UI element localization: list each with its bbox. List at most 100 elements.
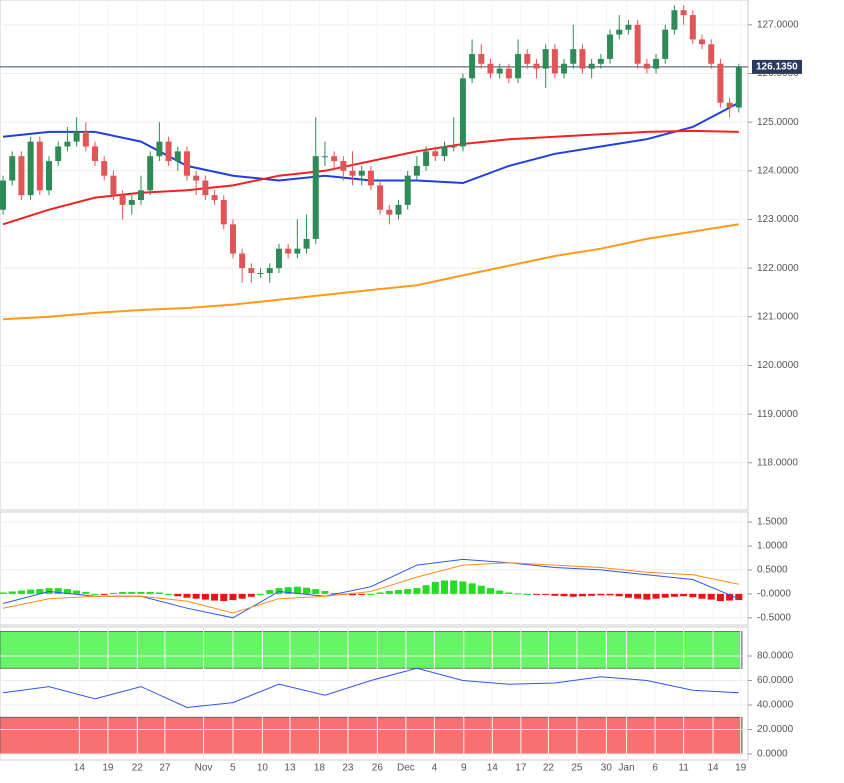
candle-body bbox=[266, 268, 273, 274]
y-tick-label: 124.0000 bbox=[757, 165, 799, 176]
candle-body bbox=[36, 141, 43, 191]
x-tick-label: Nov bbox=[195, 763, 213, 774]
y-tick-label: 0.0000 bbox=[757, 749, 788, 760]
histogram-bar bbox=[165, 593, 173, 595]
histogram-bar bbox=[514, 593, 522, 595]
candle-body bbox=[597, 58, 604, 64]
candle-body bbox=[634, 24, 641, 64]
histogram-bar bbox=[201, 593, 209, 600]
candle-body bbox=[533, 63, 540, 69]
histogram-bar bbox=[119, 591, 127, 594]
candle-body bbox=[303, 238, 310, 249]
histogram-bar bbox=[349, 593, 357, 596]
histogram-bar bbox=[109, 592, 117, 594]
candle-body bbox=[579, 49, 586, 69]
histogram-bar bbox=[36, 589, 44, 594]
candle-body bbox=[64, 141, 71, 147]
histogram-bar bbox=[330, 592, 338, 594]
candle-body bbox=[551, 49, 558, 74]
candle-body bbox=[147, 156, 154, 191]
candle-body bbox=[257, 273, 264, 275]
x-tick-label: 26 bbox=[372, 763, 384, 774]
x-tick-label: 14 bbox=[74, 763, 86, 774]
candle-body bbox=[561, 63, 568, 74]
histogram-bar bbox=[192, 593, 200, 599]
zone bbox=[0, 631, 743, 669]
histogram-bar bbox=[716, 593, 724, 602]
histogram-bar bbox=[385, 591, 393, 594]
candle-body bbox=[496, 68, 503, 74]
histogram-bar bbox=[0, 592, 7, 594]
candle-body bbox=[662, 29, 669, 59]
x-tick-label: 23 bbox=[342, 763, 354, 774]
candle-body bbox=[73, 131, 80, 142]
candle-body bbox=[588, 63, 595, 69]
candle-body bbox=[156, 141, 163, 157]
y-tick-label: 122.0000 bbox=[757, 263, 799, 274]
y-tick-label: 123.0000 bbox=[757, 214, 799, 225]
histogram-bar bbox=[266, 590, 274, 594]
candle-body bbox=[432, 151, 439, 157]
candle-body bbox=[9, 156, 16, 181]
histogram-bar bbox=[183, 593, 191, 598]
candle-body bbox=[321, 156, 328, 158]
histogram-bar bbox=[376, 592, 384, 594]
candle-body bbox=[46, 161, 53, 191]
candle-body bbox=[183, 151, 190, 176]
candle-body bbox=[505, 68, 512, 79]
candle-body bbox=[386, 209, 393, 215]
histogram-bar bbox=[523, 593, 531, 595]
x-tick-label: 14 bbox=[707, 763, 719, 774]
histogram-bar bbox=[661, 593, 669, 598]
candle-body bbox=[248, 268, 255, 274]
histogram-bar bbox=[707, 593, 715, 600]
histogram-bar bbox=[735, 593, 743, 601]
candle-body bbox=[358, 170, 365, 176]
x-tick-label: Jan bbox=[619, 763, 635, 774]
histogram-bar bbox=[146, 591, 154, 594]
candle-body bbox=[699, 39, 706, 45]
histogram-bar bbox=[17, 590, 25, 594]
candle-body bbox=[607, 34, 614, 59]
histogram-bar bbox=[542, 593, 550, 595]
x-tick-label: 11 bbox=[678, 763, 689, 774]
histogram-bar bbox=[54, 588, 62, 594]
candle-body bbox=[680, 10, 687, 16]
candle-body bbox=[101, 161, 108, 176]
y-tick-label: 60.0000 bbox=[757, 675, 794, 686]
histogram-bar bbox=[615, 593, 623, 597]
zone bbox=[0, 716, 743, 755]
histogram-bar bbox=[229, 593, 237, 601]
histogram-bar bbox=[73, 590, 81, 594]
candle-body bbox=[542, 49, 549, 69]
price-label-box bbox=[752, 59, 802, 74]
x-tick-label: 18 bbox=[314, 763, 326, 774]
y-tick-label: 40.0000 bbox=[757, 700, 794, 711]
x-tick-label: 30 bbox=[601, 763, 613, 774]
candle-body bbox=[469, 54, 476, 79]
x-tick-label: 10 bbox=[257, 763, 269, 774]
candle-body bbox=[165, 141, 172, 162]
histogram-bar bbox=[560, 593, 568, 597]
candle-body bbox=[441, 146, 448, 157]
candle-body bbox=[312, 156, 319, 239]
candle-body bbox=[239, 253, 246, 269]
candle-body bbox=[275, 248, 282, 269]
candle-body bbox=[653, 58, 660, 69]
histogram-bar bbox=[155, 592, 163, 594]
price-label: 126.1350 bbox=[756, 62, 798, 73]
histogram-bar bbox=[211, 593, 219, 601]
x-tick-label: 17 bbox=[515, 763, 527, 774]
candle-body bbox=[524, 54, 531, 64]
histogram-bar bbox=[597, 593, 605, 596]
candle-body bbox=[110, 175, 117, 196]
histogram-bar bbox=[367, 593, 375, 595]
candle-body bbox=[294, 248, 301, 254]
y-tick-label: 121.0000 bbox=[757, 311, 799, 322]
candle-body bbox=[367, 170, 374, 186]
indicator-line bbox=[2, 129, 739, 226]
y-tick-label: 0.5000 bbox=[757, 565, 788, 576]
candle-body bbox=[643, 63, 650, 69]
candle-body bbox=[128, 200, 135, 205]
candle-body bbox=[570, 49, 577, 64]
